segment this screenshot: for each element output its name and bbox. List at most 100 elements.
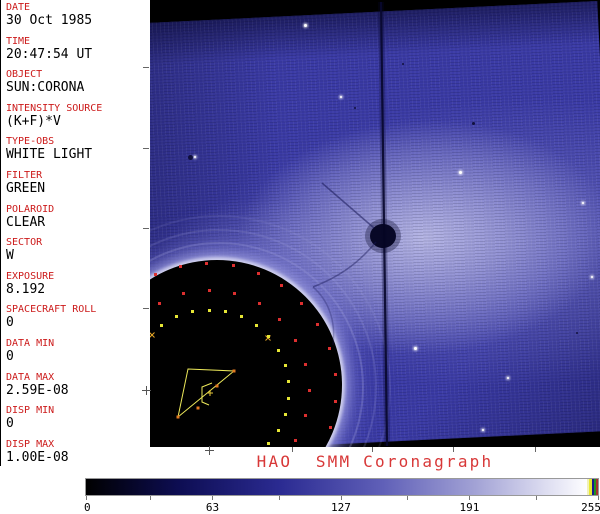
fiducial-dot [300, 301, 304, 305]
meta-label: DATE [6, 2, 31, 13]
fiducial-dot [153, 273, 157, 277]
meta-label: DISP MAX [6, 438, 55, 450]
fiducial-dot [276, 348, 280, 352]
dark-speck [576, 332, 578, 334]
meta-label: INTENSITY SOURCE [6, 102, 103, 114]
star-speck [413, 346, 417, 350]
streamer-curve [312, 241, 377, 288]
window-border [0, 0, 1, 466]
fiducial-dot [307, 388, 311, 392]
fiducial-dot [327, 347, 331, 351]
metadata-field: DATE 30 Oct 1985 [6, 3, 148, 37]
fiducial-dot [333, 373, 337, 377]
colorbar-tick [86, 496, 87, 500]
fiducial-dot [157, 301, 161, 305]
colorbar-flag-stripes [587, 479, 598, 495]
meta-label: EXPOSURE [6, 270, 55, 282]
colorbar-tick [212, 496, 214, 500]
metadata-panel: DATE 30 Oct 1985 TIME 20:47:54 UT OBJECT SUN:… [6, 3, 148, 473]
axis-tick-bottom [535, 447, 536, 452]
colorbar-tick [598, 496, 599, 500]
metadata-field: DISP MAX 1.00E-08 [6, 438, 148, 474]
metadata-field: SECTOR W [6, 238, 148, 272]
star-speck [591, 276, 593, 278]
star-speck [303, 23, 307, 27]
meta-label: SECTOR [6, 237, 43, 249]
calibration-polygon-notch [201, 382, 213, 406]
meta-value: 8.192 [6, 281, 46, 297]
polygon-vertex-marker [232, 369, 236, 373]
meta-value: (K+F)*V [6, 113, 61, 129]
meta-label: FILTER [6, 169, 43, 181]
fiducial-dot [181, 291, 185, 295]
x-marker [150, 332, 155, 338]
meta-value: GREEN [6, 180, 46, 196]
metadata-field: EXPOSURE 8.192 [6, 270, 148, 306]
colorbar-label: 191 [459, 501, 480, 514]
fiducial-dot [205, 261, 209, 265]
meta-value: 0 [6, 416, 14, 432]
streamer-curve [312, 286, 335, 346]
fiducial-dot [160, 323, 164, 327]
polygon-vertex-marker [196, 406, 200, 410]
colorbar-label: 255 [581, 501, 600, 514]
fiducial-dot [276, 428, 280, 432]
fiducial-dot [334, 399, 338, 403]
colorbar-label: 127 [331, 501, 351, 514]
axis-tick-left [143, 67, 149, 68]
meta-label: TYPE-OBS [6, 136, 55, 148]
meta-value: 0 [6, 315, 14, 331]
star-speck [458, 170, 462, 174]
metadata-field: DISP MIN 0 [6, 406, 148, 440]
axis-tick-bottom [453, 447, 454, 452]
polygon-vertex-marker [215, 384, 219, 388]
meta-value: 2.59E-08 [6, 382, 69, 398]
metadata-field: OBJECT SUN:CORONA [6, 70, 148, 104]
polygon-vertex-marker [176, 415, 180, 419]
metadata-field: FILTER GREEN [6, 169, 148, 205]
meta-label: OBJECT [6, 69, 43, 81]
meta-value: 20:47:54 UT [6, 46, 93, 62]
fiducial-dot [316, 323, 320, 327]
colorbar-tick [535, 496, 537, 500]
axis-tick-left [143, 228, 149, 229]
fiducial-dot [304, 414, 308, 418]
fiducial-dot [266, 334, 270, 338]
fiducial-dot [233, 291, 237, 295]
colorbar-tick [150, 496, 152, 500]
fiducial-dot [283, 363, 287, 367]
axis-tick-bottom [292, 447, 293, 452]
dark-speck [354, 107, 356, 109]
sun-y-axis-marker-v [146, 386, 147, 395]
meta-label: DISP MIN [6, 405, 55, 417]
fiducial-dot [283, 413, 287, 417]
fiducial-dot [294, 338, 298, 342]
meta-label: POLAROID [6, 203, 55, 215]
star-speck [482, 429, 484, 431]
metadata-field: TYPE-OBS WHITE LIGHT [6, 137, 148, 171]
fiducial-dot [278, 317, 282, 321]
meta-label: SPACECRAFT ROLL [6, 304, 97, 316]
streamer-curve [321, 182, 375, 229]
star-speck [582, 202, 584, 204]
fiducial-dot [254, 323, 258, 327]
meta-label: TIME [6, 35, 31, 47]
dark-speck [402, 63, 404, 65]
meta-value: SUN:CORONA [6, 80, 85, 96]
fiducial-dot [190, 310, 194, 314]
metadata-field: DATA MIN 0 [6, 338, 148, 373]
fiducial-dot [207, 308, 211, 312]
fiducial-dot [328, 425, 332, 429]
meta-label: DATA MAX [6, 371, 55, 383]
fiducial-dot [280, 284, 284, 288]
meta-value: CLEAR [6, 214, 46, 230]
fiducial-dot [178, 264, 182, 268]
colorbar [85, 478, 599, 496]
sun-x-axis-marker-v [209, 446, 210, 455]
fiducial-dot [304, 362, 308, 366]
dark-speck [187, 154, 193, 160]
image-overlay [150, 1, 401, 447]
meta-value: 30 Oct 1985 [6, 13, 93, 28]
fiducial-dot [287, 396, 291, 400]
